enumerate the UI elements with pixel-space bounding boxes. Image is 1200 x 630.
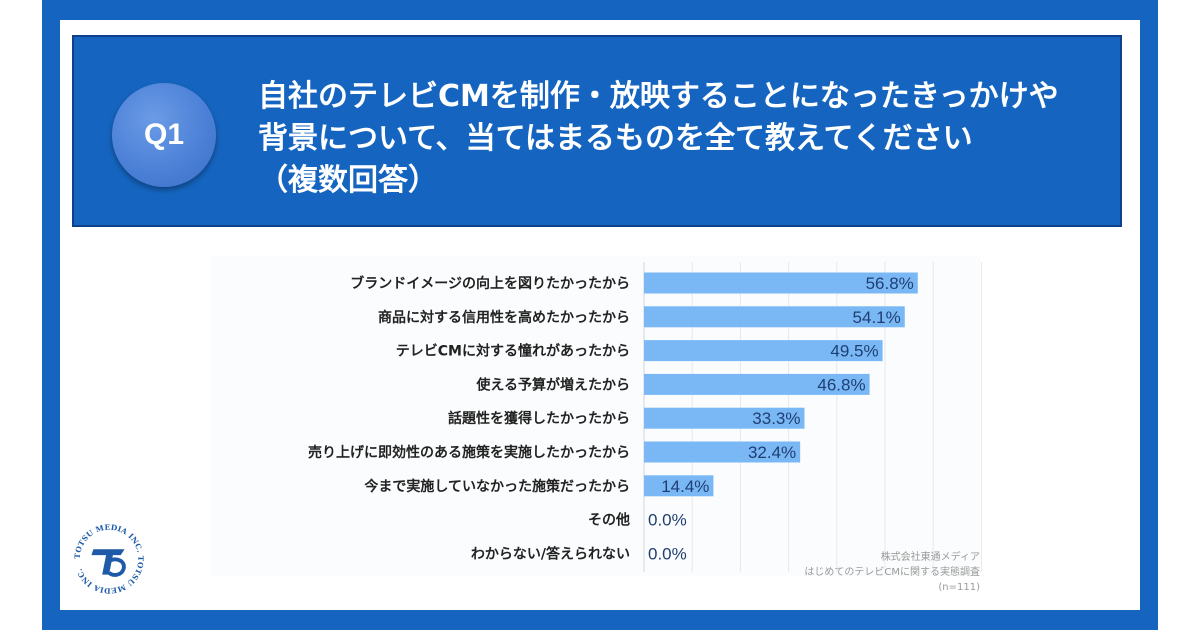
- question-badge: Q1: [112, 83, 216, 187]
- value-label: 0.0%: [648, 544, 687, 563]
- bar: [644, 373, 870, 395]
- category-label: 売り上げに即効性のある施策を実施したかったから: [308, 444, 630, 461]
- value-label: 32.4%: [748, 443, 796, 462]
- value-label: 46.8%: [817, 375, 865, 394]
- value-label: 14.4%: [661, 477, 709, 496]
- logo-mark-icon: [91, 549, 125, 575]
- source-sample: (n=111): [938, 582, 980, 593]
- question-line-3: （複数回答）: [258, 163, 438, 198]
- value-label: 49.5%: [830, 342, 878, 361]
- value-label: 0.0%: [648, 511, 687, 530]
- source-note: 株式会社東通メディア はじめてのテレビCMに関する実態調査 (n=111): [780, 550, 980, 595]
- category-label: その他: [588, 512, 630, 529]
- source-survey: はじめてのテレビCMに関する実態調査: [804, 567, 980, 578]
- bar: [644, 441, 801, 463]
- category-label: ブランドイメージの向上を図りたかったから: [350, 275, 630, 292]
- bar: [644, 306, 905, 328]
- question-header: Q1 自社のテレビCMを制作・放映することになったきっかけや 背景について、当て…: [72, 35, 1122, 227]
- value-label: 56.8%: [866, 274, 914, 293]
- bar: [644, 340, 883, 362]
- totsu-media-logo: TOTSU MEDIA INC. TOTSU MEDIA INC.: [73, 523, 145, 596]
- question-line-1: 自社のテレビCMを制作・放映することになったきっかけや: [258, 79, 1059, 114]
- category-label: 使える予算が増えたから: [475, 376, 630, 393]
- bar: [644, 475, 714, 497]
- category-label: わからない/答えられない: [471, 545, 630, 562]
- category-label: 商品に対する信用性を高めたかったから: [378, 309, 630, 326]
- category-label: 今まで実施していなかった施策だったから: [363, 478, 630, 495]
- value-label: 54.1%: [853, 308, 901, 327]
- source-company: 株式会社東通メディア: [880, 552, 980, 563]
- category-label: 話題性を獲得したかったから: [448, 410, 630, 427]
- logo-swirl-icon: [107, 557, 126, 577]
- category-label: テレビCMに対する憧れがあったから: [396, 343, 630, 360]
- question-line-2: 背景について、当てはまるものを全て教えてください: [258, 121, 973, 156]
- bar: [644, 407, 805, 429]
- bar: [644, 272, 918, 294]
- value-label: 33.3%: [752, 409, 800, 428]
